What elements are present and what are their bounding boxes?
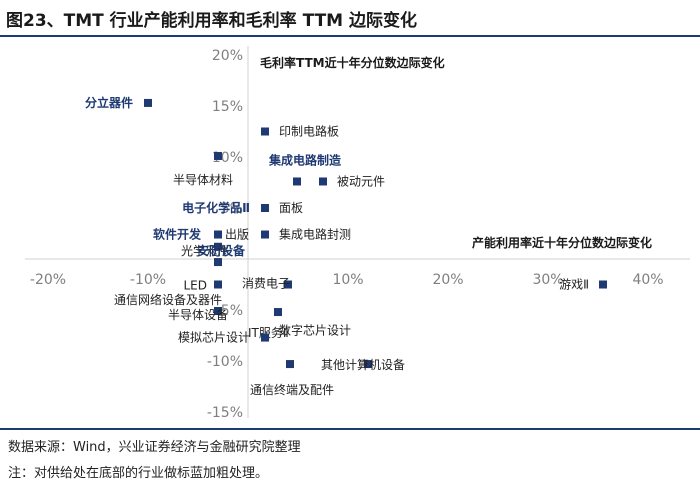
scatter-chart: 20%15%10%5%-5%-10%-15%-20% -10% 10% 20% 30% 4…: [25, 46, 690, 421]
source-note: 数据来源：Wind，兴业证券经济与金融研究院整理: [8, 440, 301, 455]
data-point: [286, 360, 294, 369]
point-label: LED: [183, 279, 207, 293]
y-tick-label: 5%: [221, 201, 243, 217]
point-label: 出版: [225, 228, 249, 242]
footer-rule: [0, 428, 700, 430]
point-label: 半导体材料: [173, 173, 233, 187]
x-tick-label: 30%: [532, 272, 563, 288]
x-axis-title: 产能利用率近十年分位数边际变化: [472, 235, 652, 250]
y-tick-label: -10%: [207, 354, 243, 370]
data-point: [261, 230, 269, 239]
point-label: 其他计算机设备: [321, 357, 405, 372]
data-point: [144, 98, 152, 107]
point-label: 被动元件: [337, 174, 385, 188]
point-label: 游戏Ⅱ: [559, 278, 589, 292]
point-label: 通信网络设备及器件: [114, 292, 222, 307]
point-label: 安防设备: [197, 243, 246, 258]
data-point: [274, 308, 282, 317]
point-label: 数字芯片设计: [279, 323, 351, 338]
point-label: 光学元件: [181, 243, 229, 258]
data-point: [293, 177, 301, 186]
y-tick-label: -5%: [216, 303, 243, 319]
data-point: [261, 127, 269, 136]
title-rule: [0, 35, 700, 37]
point-label: 软件开发: [153, 227, 202, 242]
point-label: 电子化学品Ⅱ: [182, 200, 250, 215]
x-tick-label: -20%: [30, 272, 66, 288]
y-axis-title: 毛利率TTM近十年分位数边际变化: [260, 55, 445, 70]
x-tick-label: 20%: [432, 272, 463, 288]
point-label: 集成电路制造: [268, 152, 342, 167]
point-label: IT服务Ⅱ: [248, 325, 289, 340]
x-tick-label: 10%: [332, 272, 363, 288]
data-point: [214, 242, 222, 251]
highlight-note: 注：对供给处在底部的行业做标蓝加粗处理。: [8, 466, 269, 481]
data-point: [261, 333, 269, 342]
data-point: [599, 280, 607, 289]
figure-title: 图23、TMT 行业产能利用率和毛利率 TTM 边际变化: [6, 11, 418, 31]
point-label: 印制电路板: [279, 124, 339, 139]
data-point: [214, 307, 222, 316]
y-tick-label: 20%: [212, 48, 243, 64]
y-tick-label: -15%: [207, 405, 243, 421]
point-label: 通信终端及配件: [250, 382, 334, 397]
point-label: 模拟芯片设计: [178, 331, 250, 345]
point-label: 消费电子: [242, 277, 290, 291]
data-point: [214, 230, 222, 239]
point-label: 半导体设备: [168, 308, 228, 322]
data-point: [364, 360, 372, 369]
data-point: [214, 151, 222, 160]
point-label: 面板: [279, 201, 303, 215]
y-tick-label: 15%: [212, 99, 243, 115]
x-tick-label: 40%: [632, 272, 663, 288]
data-point: [284, 280, 292, 289]
data-point: [261, 204, 269, 212]
data-point: [214, 280, 222, 289]
x-tick-label: -10%: [130, 272, 166, 288]
data-point: [214, 258, 222, 267]
point-label: 分立器件: [85, 95, 133, 110]
data-point: [319, 177, 327, 186]
point-label: 集成电路封测: [279, 227, 351, 242]
